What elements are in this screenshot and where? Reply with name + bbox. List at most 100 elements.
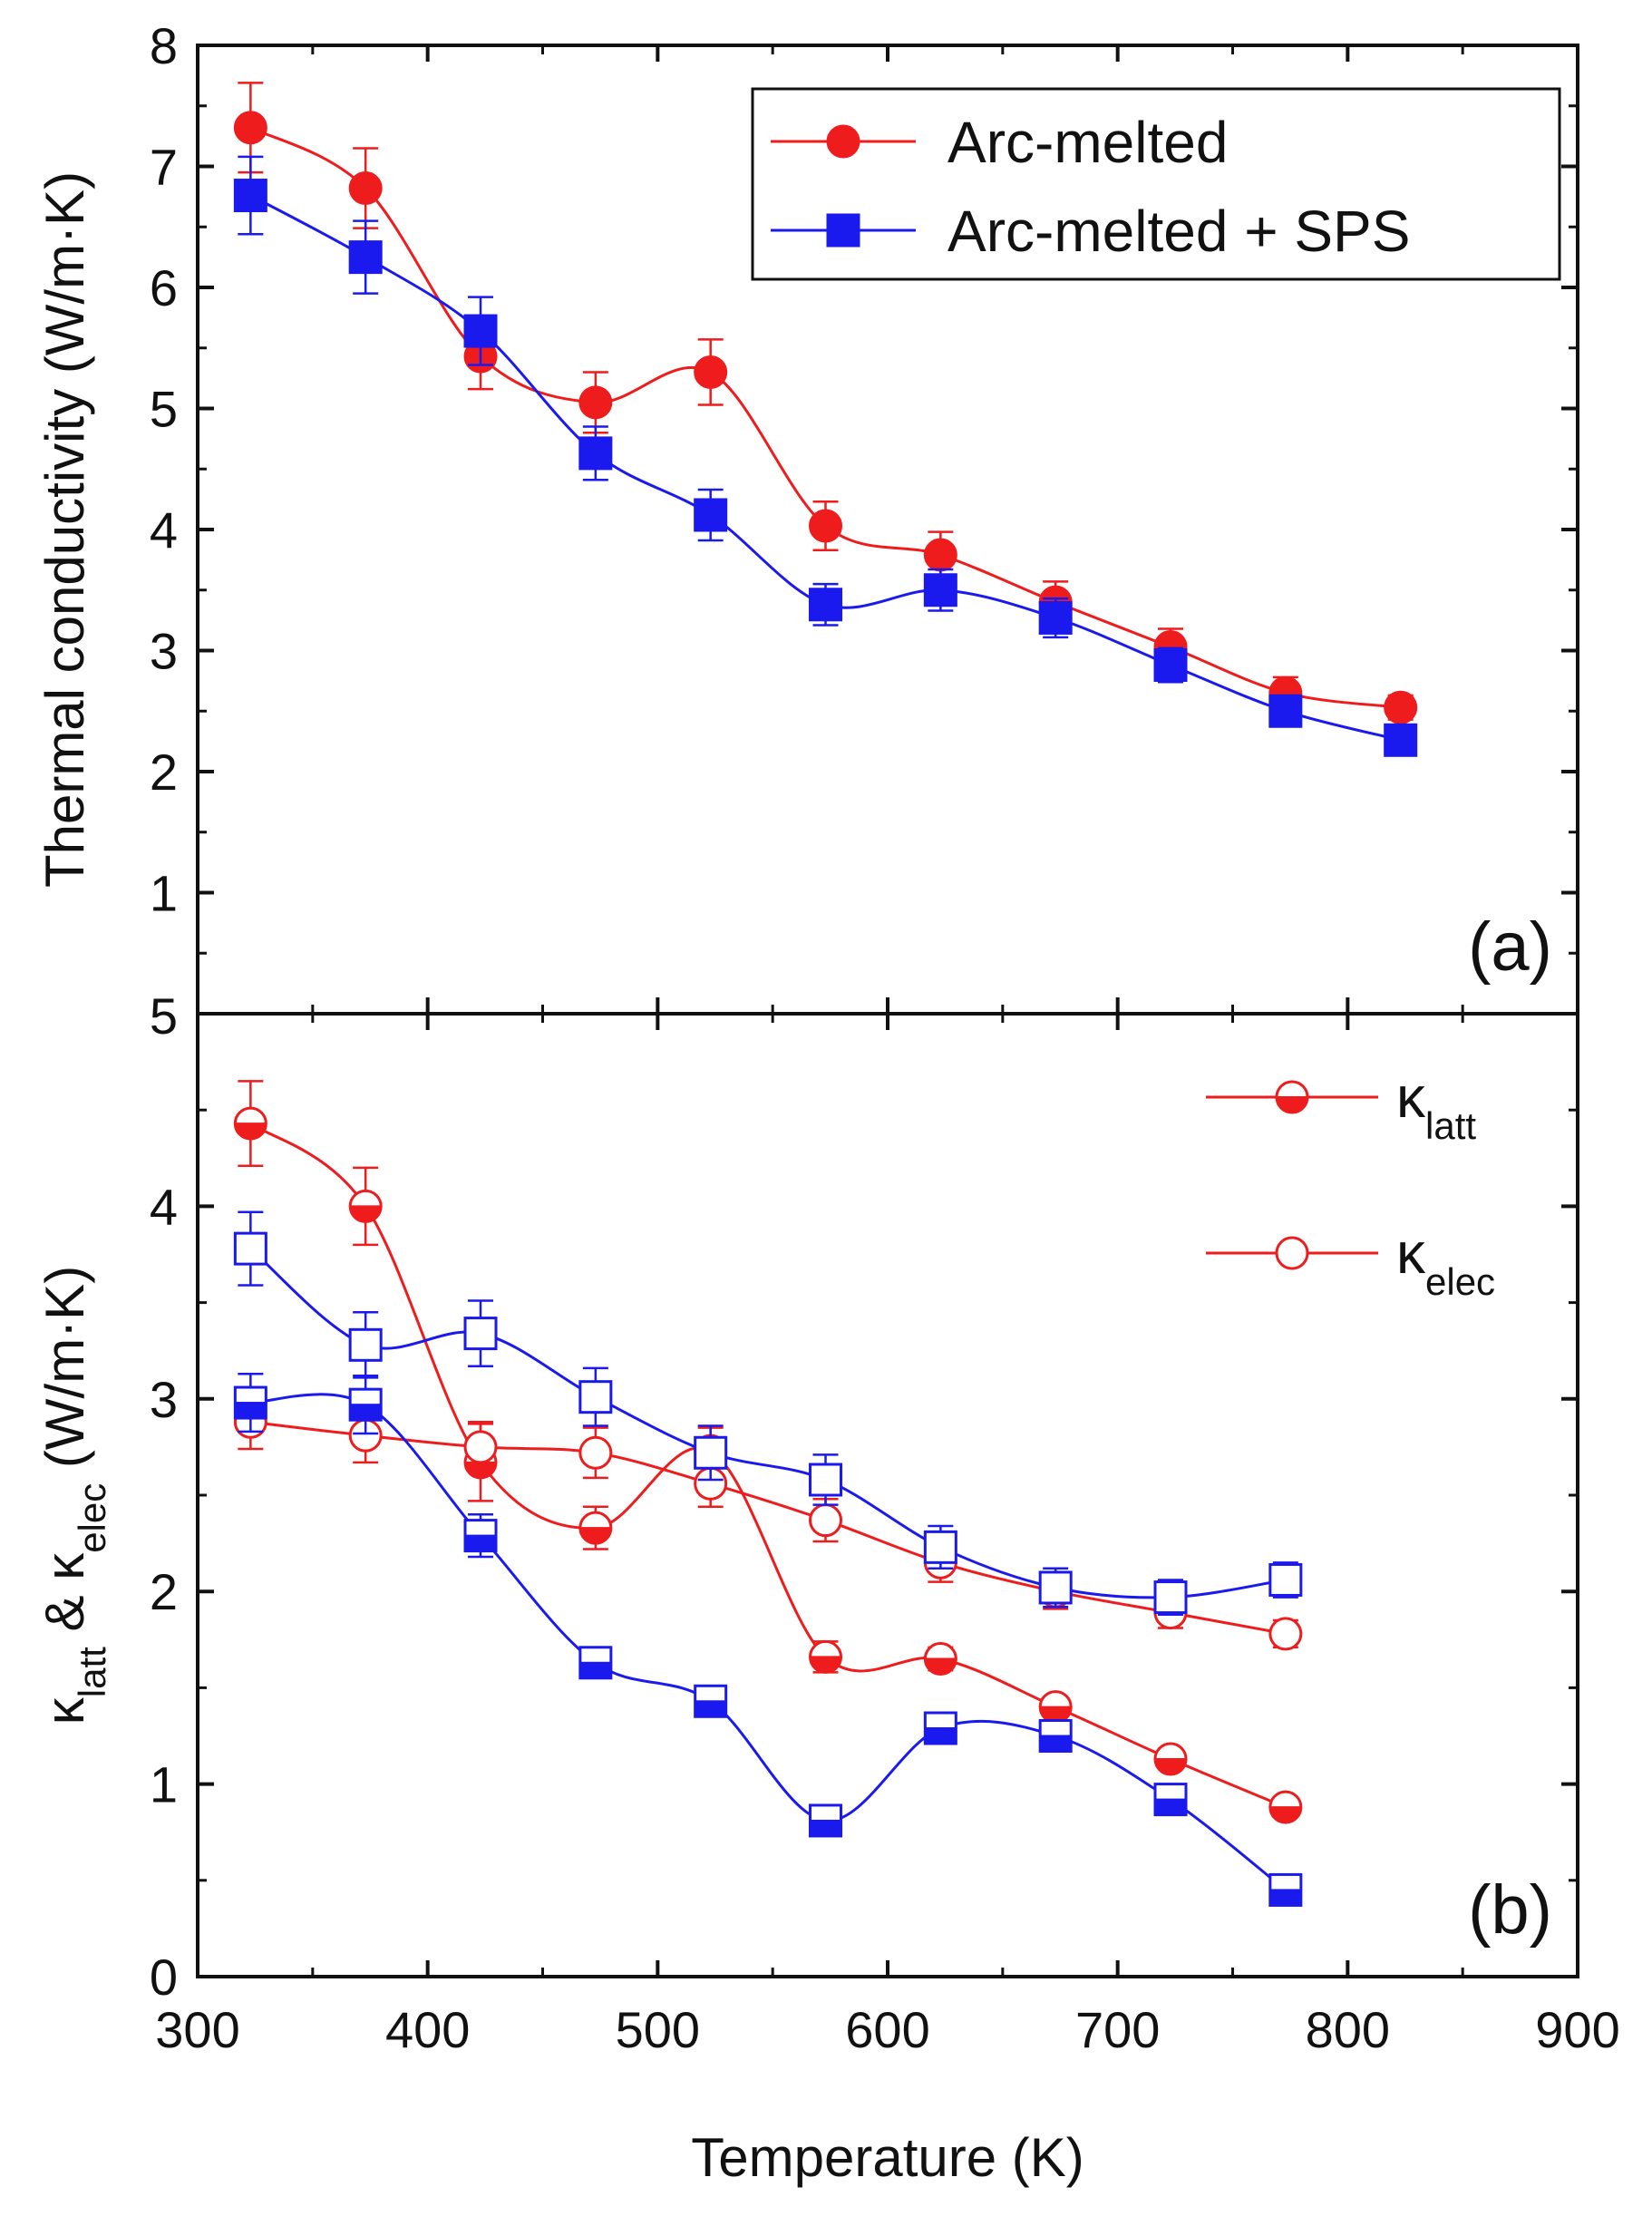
data-point	[233, 179, 267, 213]
y-axis-title-part: κ	[34, 1696, 95, 1725]
data-point	[809, 509, 843, 543]
data-point-fill	[809, 1819, 842, 1837]
data-point-fill	[349, 1205, 383, 1223]
x-axis-title: Temperature (K)	[691, 2127, 1084, 2188]
data-point-fill	[924, 1657, 957, 1676]
legend-marker	[826, 213, 860, 248]
legend-box	[751, 87, 1561, 281]
data-point	[809, 1503, 843, 1538]
data-point	[348, 240, 383, 275]
x-tick-label: 700	[1075, 2001, 1160, 2058]
legend-marker-fill	[1275, 1096, 1309, 1113]
y-tick-label: 2	[150, 744, 178, 801]
data-point	[809, 588, 843, 622]
x-tick-label: 800	[1306, 2001, 1390, 2058]
data-point	[1038, 600, 1073, 635]
x-tick-label: 400	[385, 2001, 470, 2058]
series-2	[233, 1372, 1303, 1907]
data-point	[463, 1430, 498, 1464]
x-tick-label: 900	[1535, 2001, 1619, 2058]
panel-a: 1 2 3 4 5 6 7 8 Thermal conductivity (W/m·K) Arc-…	[34, 17, 1579, 1016]
data-point	[923, 1530, 957, 1564]
data-point	[463, 1317, 498, 1351]
data-point-fill	[1268, 1889, 1302, 1907]
data-point	[578, 1380, 613, 1414]
legend-label: Arc-melted + SPS	[947, 199, 1410, 264]
y-tick-label: 4	[150, 1178, 178, 1235]
data-point	[1384, 723, 1418, 757]
data-point	[463, 314, 498, 348]
legend-subscript: latt	[1425, 1104, 1476, 1147]
y-tick-label: 4	[150, 501, 178, 559]
series-line	[249, 126, 1401, 709]
y-tick-label: 3	[150, 623, 178, 680]
panel-label: (a)	[1468, 909, 1552, 986]
legend-subscript: elec	[1425, 1260, 1495, 1303]
y-tick-label: 5	[150, 987, 178, 1045]
y-tick-label: 1	[150, 1756, 178, 1813]
data-point	[578, 436, 613, 471]
data-point	[923, 538, 957, 572]
data-point-fill	[349, 1404, 383, 1422]
data-point	[923, 573, 957, 607]
data-point	[233, 111, 267, 145]
y-tick-label: 6	[150, 259, 178, 316]
legend-label: Arc-melted	[947, 110, 1228, 175]
data-point	[348, 171, 383, 206]
y-tick-label: 7	[150, 139, 178, 196]
legend-label: κelec	[1396, 1220, 1495, 1303]
data-point	[233, 1231, 267, 1266]
y-tick-label: 5	[150, 381, 178, 438]
y-axis-title: Thermal conductivity (W/m·K)	[34, 171, 95, 888]
data-point-fill	[234, 1123, 267, 1141]
legend-marker	[826, 124, 860, 159]
data-point	[1268, 694, 1303, 728]
data-point-fill	[1039, 1735, 1073, 1753]
x-tick-label: 300	[155, 2001, 239, 2058]
data-point	[348, 1327, 383, 1362]
y-axis-title-subscript: latt	[71, 1647, 113, 1697]
data-point	[1153, 1580, 1188, 1615]
data-point	[1268, 1562, 1303, 1597]
y-tick-label: 8	[150, 17, 178, 74]
data-point-fill	[924, 1727, 957, 1745]
x-axis: 300 400 500 600 700 800 900 5 Temperature (K)	[150, 987, 1620, 2188]
y-axis-title-part: (W/m·K)	[34, 1266, 95, 1483]
series-line	[250, 1393, 1287, 1891]
panel-label: (b)	[1468, 1871, 1552, 1949]
series-line	[249, 1247, 1287, 1599]
y-tick-label: 1	[150, 865, 178, 922]
data-point-fill	[1154, 1798, 1188, 1816]
legend-label: κlatt	[1396, 1064, 1476, 1147]
x-tick-label: 500	[616, 2001, 700, 2058]
series-1	[233, 155, 1418, 757]
data-point	[694, 1435, 728, 1470]
data-point-fill	[694, 1700, 727, 1718]
legend: Arc-melted Arc-melted + SPS	[751, 87, 1561, 281]
data-point	[1384, 690, 1418, 724]
series-line	[249, 194, 1402, 742]
data-point-fill	[234, 1402, 267, 1420]
data-point-fill	[1154, 1757, 1188, 1775]
data-point-fill	[578, 1527, 612, 1545]
series-line	[249, 1122, 1287, 1809]
data-point	[694, 355, 728, 389]
data-point	[809, 1463, 843, 1497]
legend-marker	[1275, 1236, 1309, 1270]
x-tick-label: 600	[845, 2001, 929, 2058]
data-point	[1153, 648, 1188, 683]
legend-symbol: κ	[1396, 1220, 1426, 1286]
y-axis-title-part: & κ	[34, 1552, 95, 1647]
y-tick-label: 0	[150, 1949, 178, 2006]
y-tick-label: 3	[150, 1371, 178, 1428]
data-point	[578, 385, 613, 420]
data-point-fill	[464, 1534, 498, 1552]
y-axis-title-subscript: elec	[71, 1483, 113, 1553]
data-point	[578, 1435, 613, 1470]
data-point-fill	[1268, 1806, 1302, 1824]
data-point-fill	[809, 1656, 842, 1674]
data-point	[1268, 1617, 1303, 1651]
